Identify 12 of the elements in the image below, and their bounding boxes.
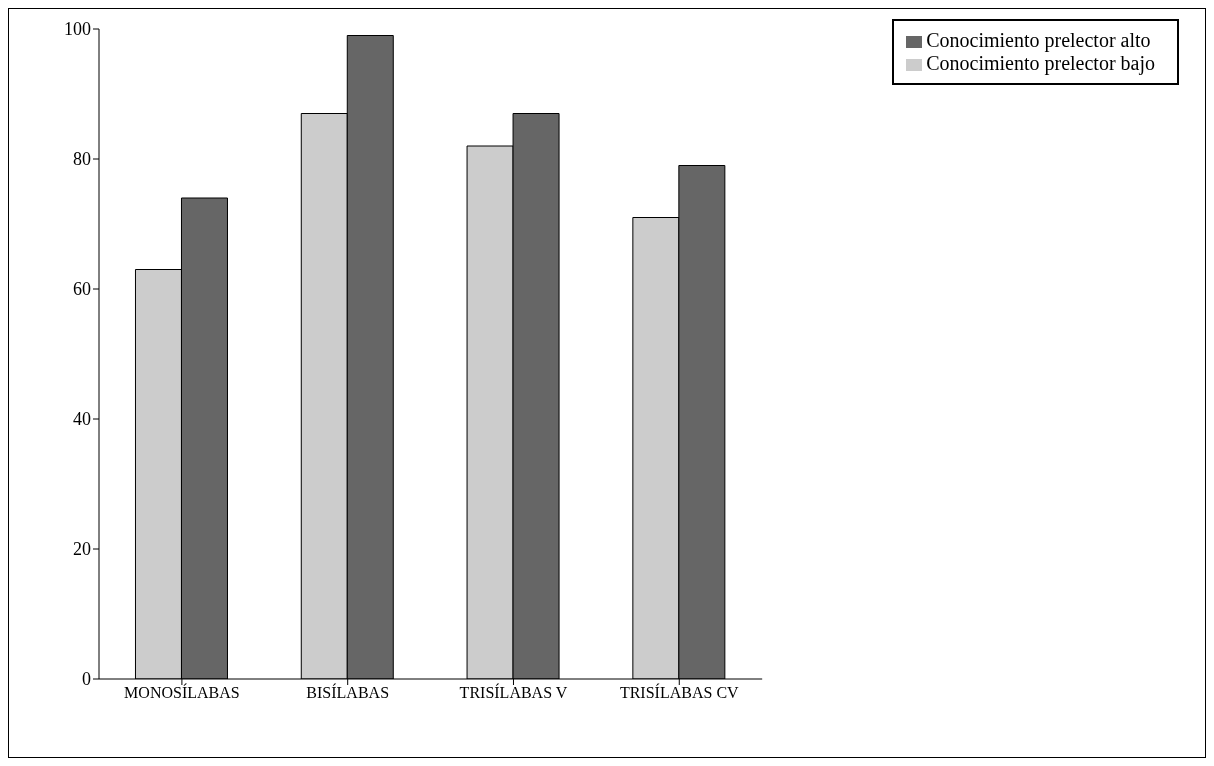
x-tick-label: MONOSÍLABAS (124, 683, 240, 702)
legend-label: Conocimiento prelector bajo (926, 52, 1155, 74)
x-tick-label: TRISÍLABAS CV (619, 683, 740, 702)
y-tick-label: 20 (73, 539, 91, 560)
x-tick-label: TRISÍLABAS V (459, 683, 568, 702)
y-tick-label: 80 (73, 149, 91, 170)
y-tick-label: 60 (73, 279, 91, 300)
y-tick-label: 40 (73, 409, 91, 430)
y-tick-label: 0 (82, 669, 91, 690)
x-tick-label: BISÍLABAS (306, 683, 390, 702)
y-tick-label: 100 (64, 19, 91, 40)
legend-label: Conocimiento prelector alto (926, 29, 1151, 51)
